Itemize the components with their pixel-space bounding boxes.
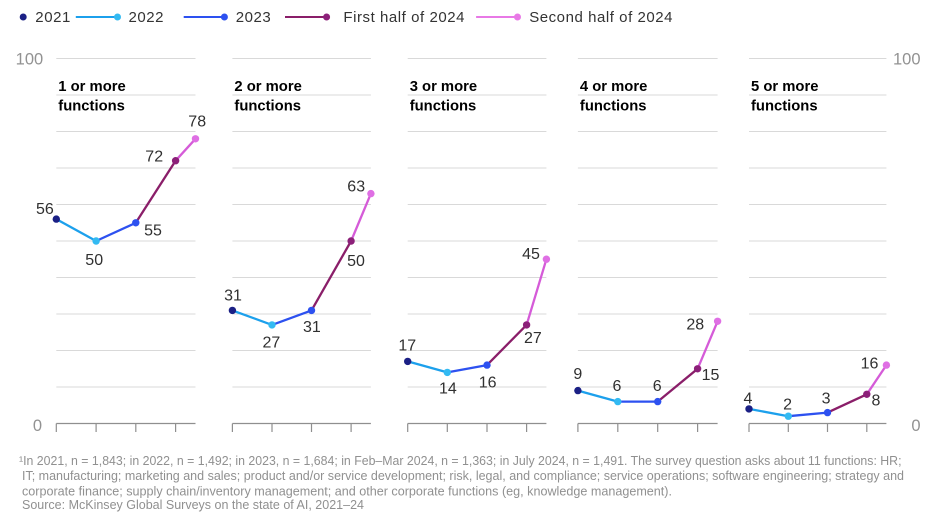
svg-text:3 or more: 3 or more — [410, 79, 477, 95]
svg-text:6: 6 — [613, 378, 622, 395]
svg-text:31: 31 — [303, 319, 321, 336]
svg-text:4 or more: 4 or more — [580, 79, 647, 95]
svg-text:78: 78 — [188, 114, 206, 131]
svg-text:100: 100 — [893, 51, 921, 69]
svg-text:45: 45 — [522, 246, 540, 263]
svg-text:0: 0 — [911, 417, 920, 435]
svg-text:6: 6 — [653, 378, 662, 395]
svg-text:8: 8 — [872, 393, 881, 410]
svg-text:50: 50 — [85, 252, 103, 269]
svg-text:15: 15 — [702, 367, 720, 384]
svg-text:Second half of 2024: Second half of 2024 — [529, 9, 673, 26]
svg-text:50: 50 — [347, 253, 365, 270]
svg-text:1 or more: 1 or more — [58, 79, 125, 95]
svg-text:100: 100 — [16, 51, 44, 69]
svg-text:¹In 2021, n = 1,843; in 2022,: ¹In 2021, n = 1,843; in 2022, n = 1,492;… — [19, 454, 902, 468]
svg-text:2021: 2021 — [35, 9, 71, 26]
svg-text:5 or more: 5 or more — [751, 79, 818, 95]
svg-text:2 or more: 2 or more — [234, 79, 301, 95]
svg-text:27: 27 — [524, 330, 542, 347]
svg-text:functions: functions — [580, 99, 647, 115]
svg-text:2023: 2023 — [236, 9, 272, 26]
svg-text:4: 4 — [743, 391, 752, 408]
svg-text:Source: McKinsey Global Survey: Source: McKinsey Global Surveys on the s… — [22, 498, 364, 512]
svg-text:72: 72 — [145, 149, 163, 166]
svg-text:3: 3 — [822, 391, 831, 408]
svg-text:63: 63 — [347, 179, 365, 196]
svg-text:IT; manufacturing; marketing a: IT; manufacturing; marketing and sales; … — [22, 469, 904, 483]
svg-text:17: 17 — [398, 338, 416, 355]
svg-text:First half of 2024: First half of 2024 — [343, 9, 465, 26]
svg-text:corporate finance; supply chai: corporate finance; supply chain/inventor… — [22, 484, 672, 498]
svg-text:31: 31 — [224, 288, 242, 305]
svg-text:2022: 2022 — [129, 9, 165, 26]
svg-text:0: 0 — [33, 417, 42, 435]
svg-text:16: 16 — [479, 374, 497, 391]
svg-text:28: 28 — [686, 317, 704, 334]
svg-text:16: 16 — [861, 355, 879, 372]
svg-text:functions: functions — [58, 99, 125, 115]
svg-text:55: 55 — [144, 222, 162, 239]
svg-text:56: 56 — [36, 201, 54, 218]
svg-text:9: 9 — [573, 366, 582, 383]
svg-text:functions: functions — [234, 99, 301, 115]
svg-text:functions: functions — [410, 99, 477, 115]
svg-text:functions: functions — [751, 99, 818, 115]
svg-text:14: 14 — [439, 381, 457, 398]
svg-text:2: 2 — [783, 396, 792, 413]
svg-text:27: 27 — [263, 335, 281, 352]
